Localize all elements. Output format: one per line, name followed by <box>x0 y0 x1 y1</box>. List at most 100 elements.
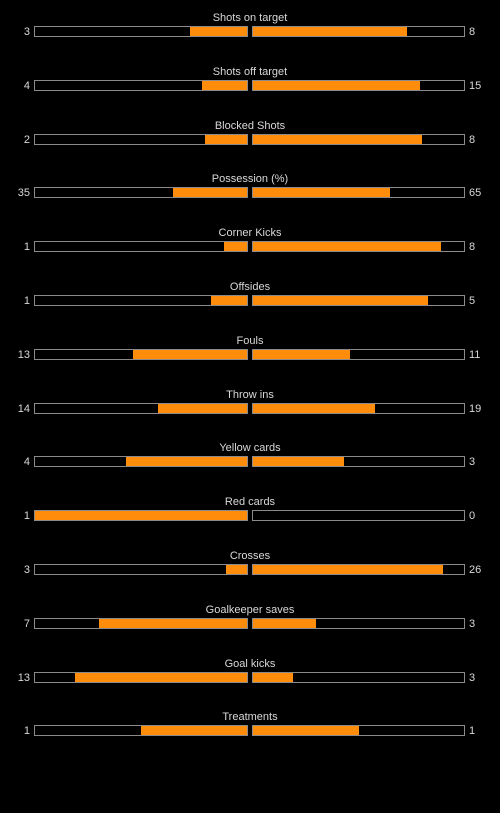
home-bar <box>34 402 248 414</box>
home-value: 35 <box>17 187 30 200</box>
away-bar-fill <box>253 457 344 467</box>
away-bar <box>252 294 465 306</box>
stat-row-goalkeeper-saves: Goalkeeper saves 7 3 <box>0 602 500 656</box>
stat-row-shots-off-target: Shots off target 4 15 <box>0 64 500 118</box>
stat-row-treatments: Treatments 1 1 <box>0 709 500 763</box>
away-bar-fill <box>253 726 359 736</box>
home-value: 1 <box>23 510 30 523</box>
away-bar <box>252 617 465 629</box>
away-bar <box>252 671 465 683</box>
home-value: 1 <box>23 725 30 738</box>
away-bar <box>252 563 465 575</box>
home-value: 13 <box>17 671 30 684</box>
stat-label: Yellow cards <box>219 442 281 455</box>
home-bar <box>34 563 248 575</box>
home-value: 4 <box>23 79 30 92</box>
away-value: 19 <box>469 402 482 415</box>
home-value: 4 <box>23 456 30 469</box>
home-bar-fill <box>141 726 247 736</box>
home-bar-fill <box>204 134 247 144</box>
stat-label: Corner Kicks <box>218 227 282 240</box>
away-value: 5 <box>469 294 476 307</box>
stat-label: Shots off target <box>212 65 288 78</box>
away-bar <box>252 725 465 737</box>
away-bar-fill <box>253 295 429 305</box>
away-bar-fill <box>253 134 422 144</box>
home-bar-fill <box>35 511 247 521</box>
home-bar-fill <box>126 457 247 467</box>
stat-row-offsides: Offsides 1 5 <box>0 279 500 333</box>
home-value: 3 <box>23 563 30 576</box>
away-bar <box>252 187 465 199</box>
stat-row-crosses: Crosses 3 26 <box>0 548 500 602</box>
home-bar <box>34 241 248 253</box>
home-bar <box>34 133 248 145</box>
home-bar <box>34 510 248 522</box>
home-bar <box>34 725 248 737</box>
away-value: 15 <box>469 79 482 92</box>
stat-row-shots-on-target: Shots on target 3 8 <box>0 10 500 64</box>
home-bar-fill <box>223 242 247 252</box>
home-bar <box>34 348 248 360</box>
home-bar-fill <box>98 618 247 628</box>
stat-label: Offsides <box>229 280 271 293</box>
away-bar-fill <box>253 403 376 413</box>
away-value: 3 <box>469 456 476 469</box>
stat-label: Goal kicks <box>224 657 276 670</box>
away-bar <box>252 133 465 145</box>
home-bar-fill <box>157 403 247 413</box>
home-bar <box>34 671 248 683</box>
away-value: 8 <box>469 26 476 38</box>
home-value: 13 <box>17 348 30 361</box>
away-bar <box>252 402 465 414</box>
away-value: 8 <box>469 241 476 254</box>
home-value: 7 <box>23 617 30 630</box>
stat-label: Crosses <box>229 549 271 562</box>
away-value: 3 <box>469 671 476 684</box>
stat-label: Blocked Shots <box>214 119 286 132</box>
away-bar-fill <box>253 80 420 90</box>
away-bar-fill <box>253 27 408 36</box>
home-bar <box>34 456 248 468</box>
stat-label: Treatments <box>222 711 278 724</box>
away-value: 11 <box>469 348 481 361</box>
stat-row-yellow-cards: Yellow cards 4 3 <box>0 440 500 494</box>
home-bar-fill <box>172 188 247 198</box>
home-value: 3 <box>23 26 30 38</box>
stat-label: Possession (%) <box>211 173 289 186</box>
away-bar <box>252 79 465 91</box>
away-bar-fill <box>253 564 443 574</box>
away-bar <box>252 510 465 522</box>
away-bar-fill <box>253 672 294 682</box>
home-value: 2 <box>23 133 30 146</box>
away-value: 26 <box>469 563 482 576</box>
away-bar <box>252 241 465 253</box>
away-value: 3 <box>469 617 476 630</box>
away-value: 0 <box>469 510 476 523</box>
away-bar-fill <box>253 242 441 252</box>
away-value: 8 <box>469 133 476 146</box>
away-value: 1 <box>469 725 476 738</box>
stat-label: Throw ins <box>226 388 274 401</box>
stat-row-fouls: Fouls 13 11 <box>0 333 500 387</box>
home-bar <box>34 79 248 91</box>
away-bar <box>252 348 465 360</box>
stat-label: Fouls <box>236 334 264 347</box>
stat-row-goal-kicks: Goal kicks 13 3 <box>0 656 500 710</box>
home-bar-fill <box>210 295 247 305</box>
away-bar <box>252 26 465 37</box>
match-stats-panel: Shots on target 3 8 Shots off target 4 15 Bloc… <box>0 10 500 763</box>
stat-row-red-cards: Red cards 1 0 <box>0 494 500 548</box>
stat-row-blocked-shots: Blocked Shots 2 8 <box>0 118 500 172</box>
home-bar-fill <box>225 564 247 574</box>
home-value: 1 <box>23 294 30 307</box>
away-bar-fill <box>253 349 351 359</box>
home-bar <box>34 617 248 629</box>
home-bar-fill <box>75 672 247 682</box>
home-bar-fill <box>132 349 247 359</box>
stat-row-possession: Possession (%) 35 65 <box>0 171 500 225</box>
home-value: 1 <box>23 241 30 254</box>
away-bar-fill <box>253 618 317 628</box>
stat-label: Shots on target <box>212 12 288 24</box>
home-bar <box>34 26 248 37</box>
